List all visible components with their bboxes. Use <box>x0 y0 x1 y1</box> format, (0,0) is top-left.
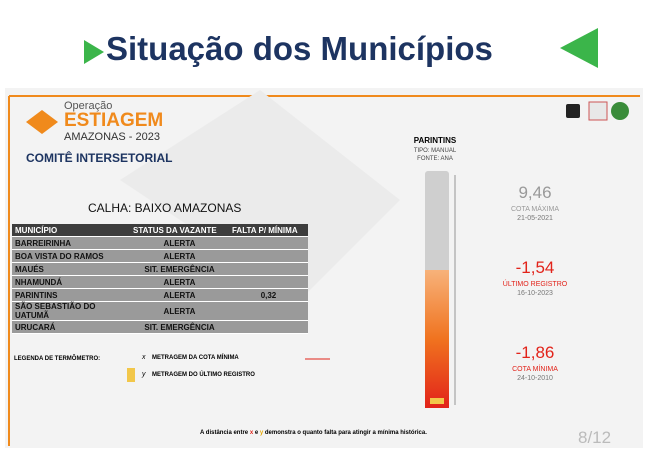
cell: ALERTA <box>130 288 229 302</box>
cell <box>228 320 308 334</box>
gauge-type: TIPO: MANUAL <box>413 148 457 154</box>
stat-label: ÚLTIMO REGISTRO <box>502 281 568 288</box>
cell <box>228 275 308 289</box>
cell: ALERTA <box>130 275 229 289</box>
row: SÃO SEBASTIÃO DO UATUMÃ ALERTA <box>12 301 308 321</box>
cell: ALERTA <box>130 301 229 321</box>
row: URUCARÁ SIT. EMERGÊNCIA <box>12 320 308 334</box>
gauge-source: FONTE: ANA <box>417 156 453 162</box>
stat-value: -1,86 <box>515 343 555 362</box>
legend-x-text: METRAGEM DA COTA MÍNIMA <box>152 355 239 361</box>
page-number: 8/12 <box>578 428 612 447</box>
cell <box>228 236 308 250</box>
cell: 0,32 <box>228 288 308 302</box>
legend-x: x <box>142 354 146 361</box>
header-cell: MUNICÍPIO <box>12 224 130 237</box>
logo-sub: AMAZONAS - 2023 <box>64 131 160 143</box>
stat-date: 24-10-2010 <box>517 375 553 382</box>
cell: BARREIRINHA <box>12 236 130 250</box>
table: MUNICÍPIO STATUS DA VAZANTE FALTA P/ MÍNIM… <box>12 224 308 334</box>
stat-value: 9,46 <box>518 183 552 202</box>
cell: URUCARÁ <box>12 320 130 334</box>
cell <box>228 262 308 276</box>
row: BOA VISTA DO RAMOS ALERTA <box>12 249 308 263</box>
gauge-station: PARINTINS <box>413 136 457 145</box>
cell: PARINTINS <box>12 288 130 302</box>
cell <box>228 249 308 263</box>
stat-label: COTA MÍNIMA <box>512 366 558 373</box>
stat-date: 16-10-2023 <box>517 290 553 297</box>
footnote: A distância entre x e y demonstra o quan… <box>200 430 427 436</box>
calha: CALHA: BAIXO AMAZONAS <box>88 201 242 215</box>
row: BARREIRINHA ALERTA <box>12 236 308 250</box>
row: PARINTINS ALERTA 0,32 <box>12 288 308 302</box>
cell: MAUÉS <box>12 262 130 276</box>
stat-date: 21-05-2021 <box>517 215 553 222</box>
row: MAUÉS SIT. EMERGÊNCIA <box>12 262 308 276</box>
cell: NHAMUNDÁ <box>12 275 130 289</box>
header-cell: STATUS DA VAZANTE <box>130 224 229 237</box>
legend-title: LEGENDA DE TERMÔMETRO: <box>14 356 101 362</box>
cell: SÃO SEBASTIÃO DO UATUMÃ <box>12 301 130 321</box>
legend-y: y <box>142 371 146 378</box>
cell: ALERTA <box>130 236 229 250</box>
legend-y-text: METRAGEM DO ÚLTIMO REGISTRO <box>152 372 255 378</box>
stat-value: -1,54 <box>515 258 555 277</box>
cell: BOA VISTA DO RAMOS <box>12 249 130 263</box>
committee: COMITÊ INTERSETORIAL <box>26 151 173 165</box>
cell: ALERTA <box>130 249 229 263</box>
row: NHAMUNDÁ ALERTA <box>12 275 308 289</box>
logo-name: ESTIAGEM <box>64 110 164 131</box>
title: Situação dos Municípios <box>106 30 493 67</box>
cell: SIT. EMERGÊNCIA <box>130 262 229 276</box>
logo-op: Operação <box>64 100 113 112</box>
cell: SIT. EMERGÊNCIA <box>130 320 229 334</box>
header-row: MUNICÍPIO STATUS DA VAZANTE FALTA P/ MÍNIM… <box>12 224 308 237</box>
cell <box>228 301 308 321</box>
stat-label: COTA MÁXIMA <box>510 206 560 213</box>
header-cell: FALTA P/ MÍNIMA <box>228 224 308 237</box>
